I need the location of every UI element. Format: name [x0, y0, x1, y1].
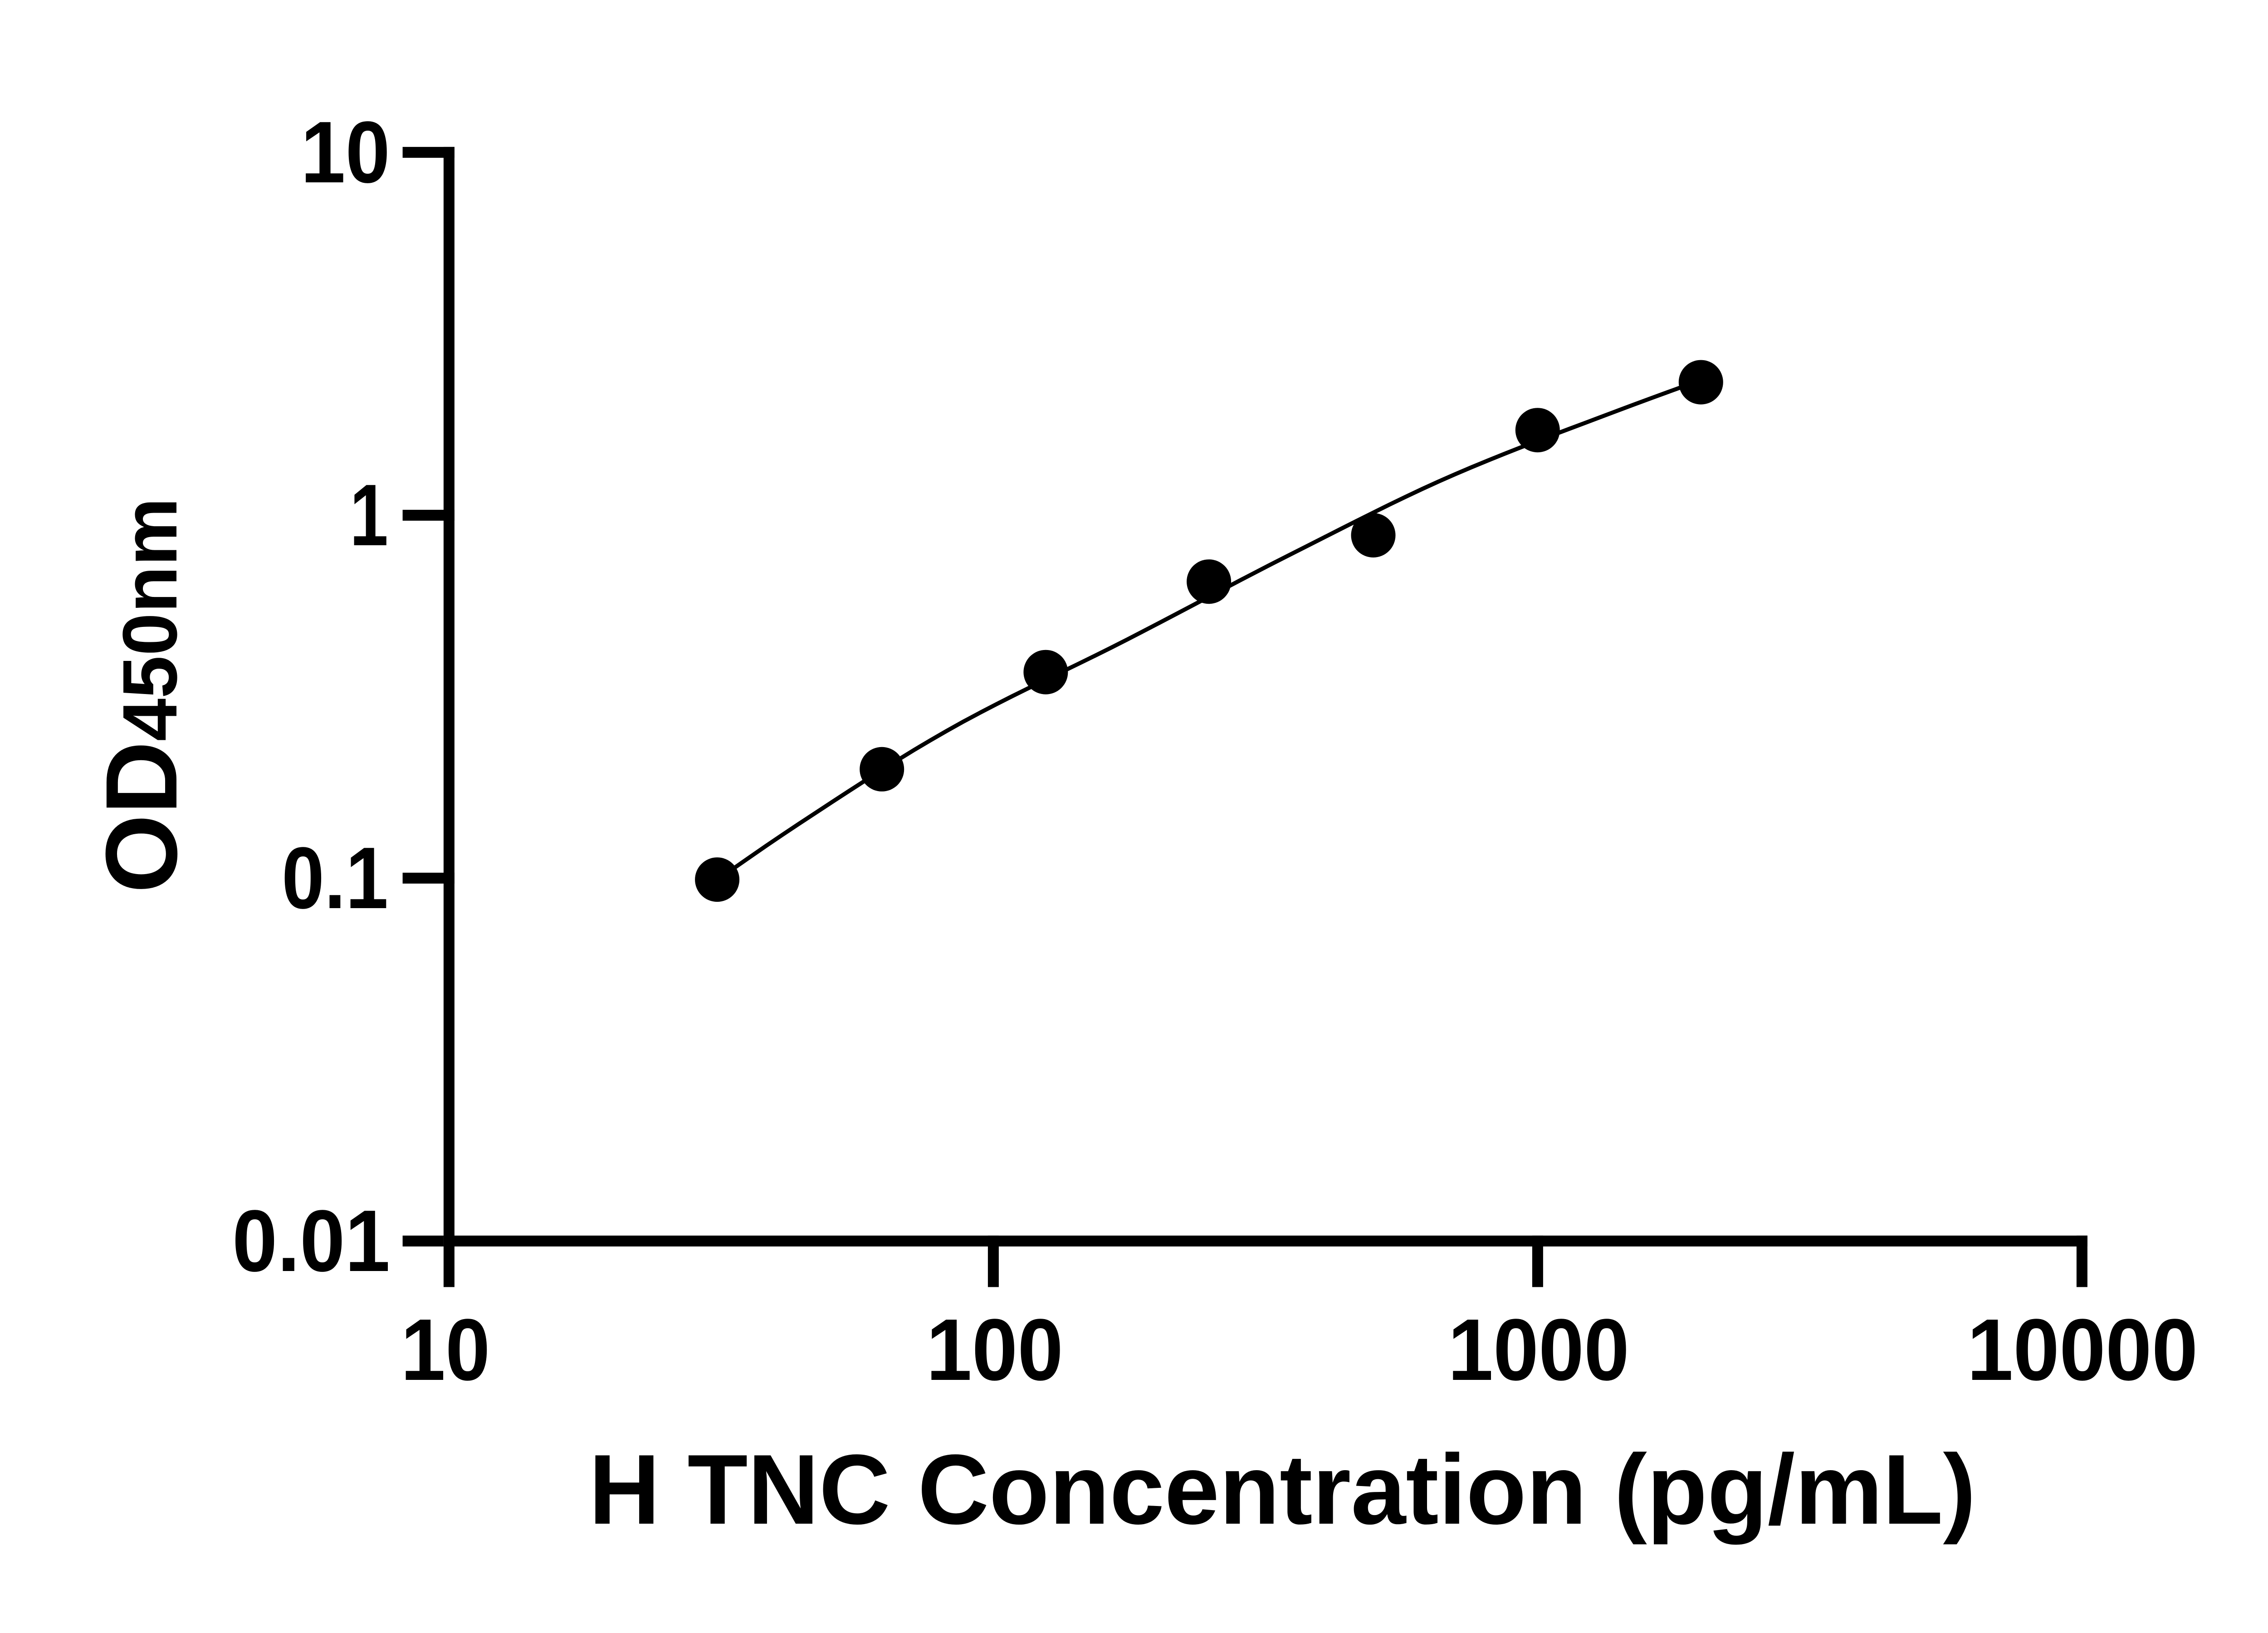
- svg-text:OD450nm: OD450nm: [85, 498, 198, 893]
- svg-text:1: 1: [350, 466, 388, 564]
- svg-text:100: 100: [926, 1301, 1063, 1398]
- svg-text:1000: 1000: [1448, 1301, 1629, 1398]
- svg-text:10: 10: [301, 103, 390, 201]
- svg-text:H TNC Concentration (pg/mL): H TNC Concentration (pg/mL): [589, 1434, 1976, 1545]
- svg-text:0.01: 0.01: [232, 1192, 390, 1290]
- svg-text:10: 10: [401, 1301, 490, 1398]
- svg-text:10000: 10000: [1967, 1301, 2198, 1398]
- svg-text:0.1: 0.1: [282, 829, 388, 927]
